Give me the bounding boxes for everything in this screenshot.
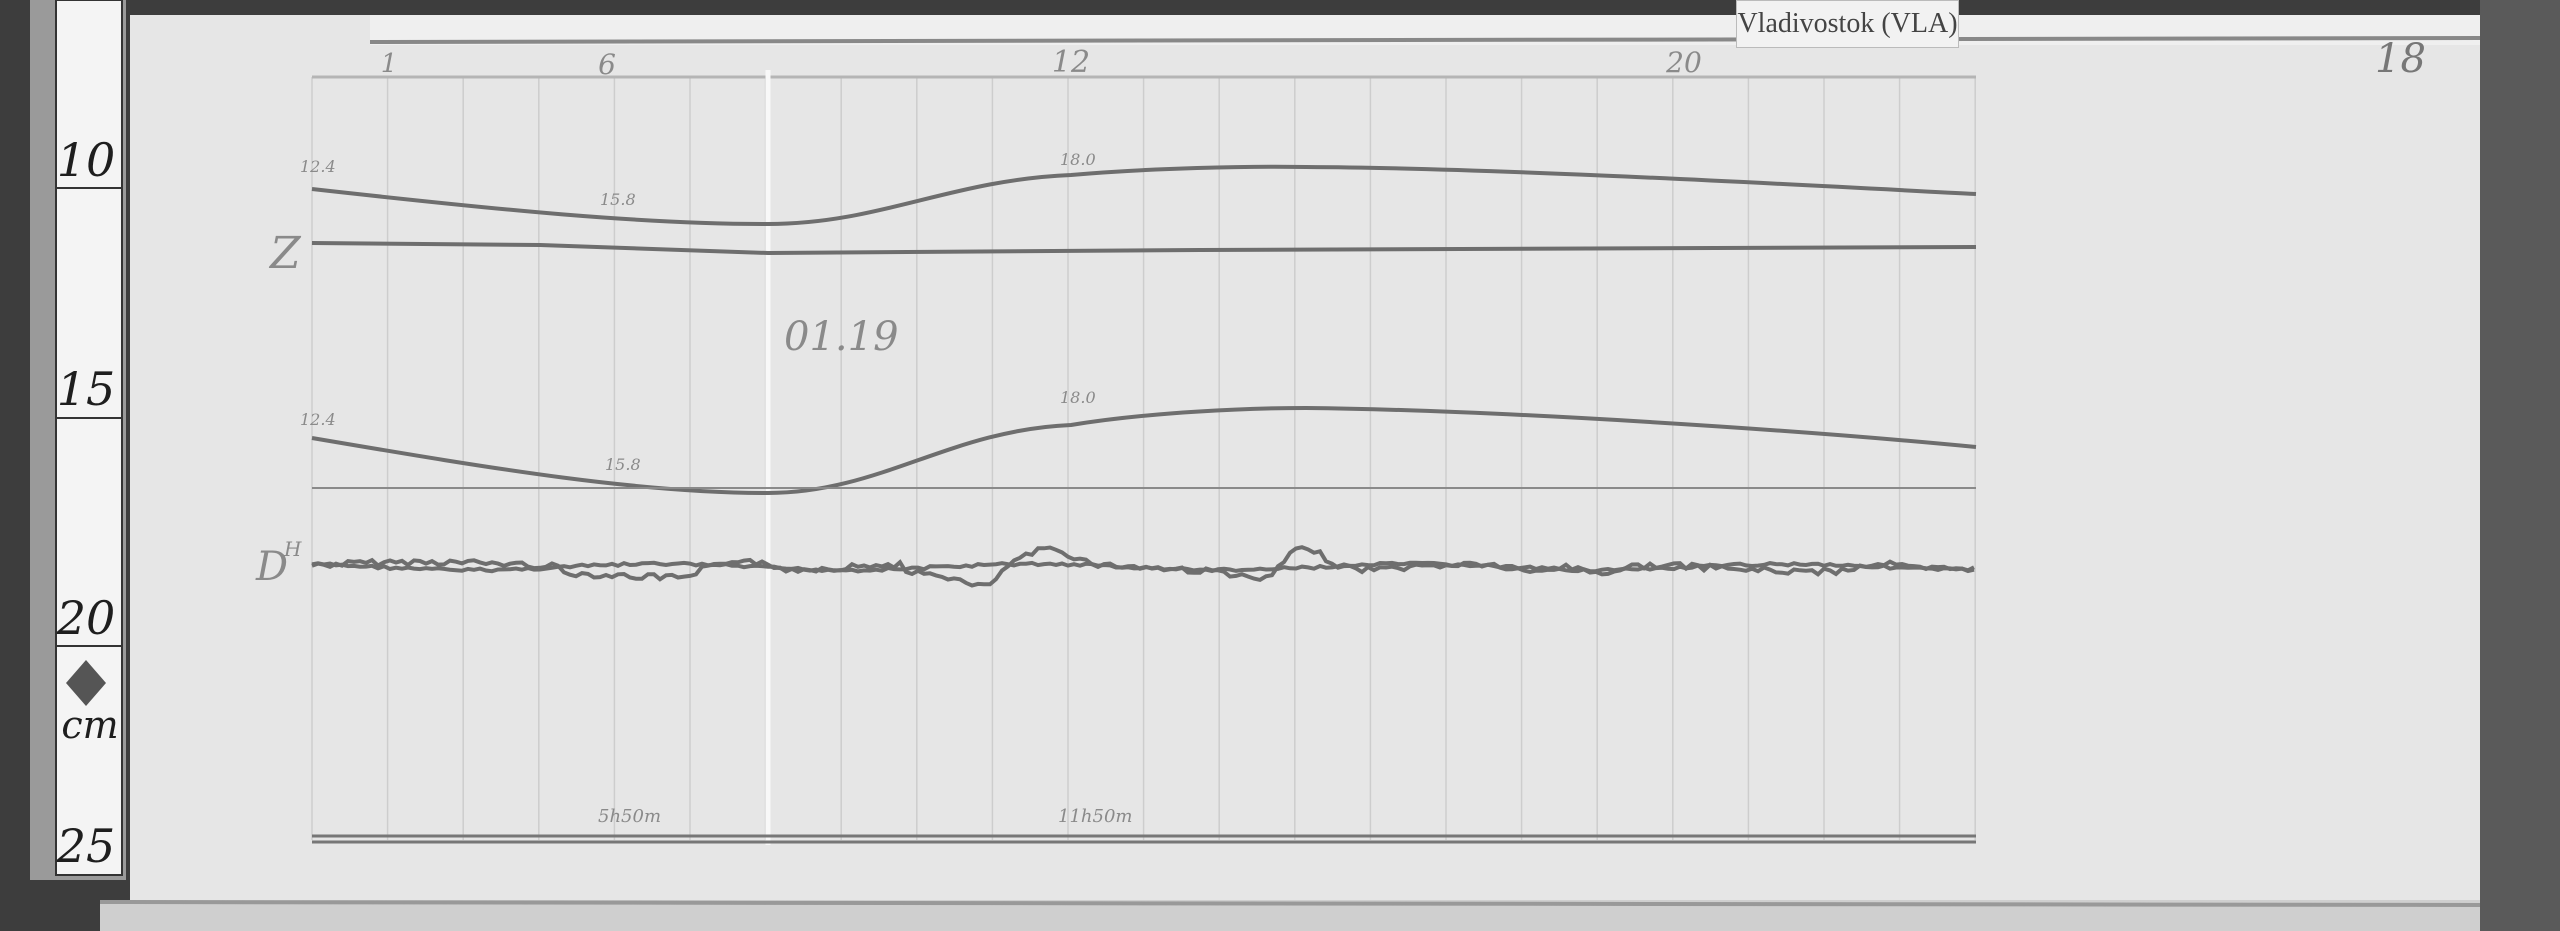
hour-label-6: 6: [598, 48, 616, 81]
station-label: Vladivostok (VLA): [1736, 0, 1959, 48]
value-label-a: 12.4: [300, 157, 336, 176]
trace-d: [311, 545, 1975, 588]
ruler: [55, 0, 123, 876]
value-label-c2: 18.0: [1060, 388, 1096, 407]
time-mark-label-a: 5h50m: [598, 806, 661, 827]
sheet-number: 18: [2375, 36, 2426, 82]
h-superscript: H: [283, 537, 302, 561]
value-label-b: 15.8: [600, 190, 636, 209]
value-label-c: 18.0: [1060, 150, 1096, 169]
ruler-ticks: [56, 187, 122, 876]
trace-lower: [311, 405, 1977, 496]
ruler-mark-15: 15: [57, 362, 116, 416]
ruler-unit: cm: [61, 703, 118, 747]
value-label-b2: 15.8: [605, 455, 641, 474]
ruler-mark-25: 25: [56, 819, 116, 873]
trace-h-upper: [311, 164, 1977, 227]
right-edge: [2480, 0, 2560, 931]
bottom-strip-edge: [99, 900, 2481, 907]
date-annotation: 01.19: [784, 314, 899, 360]
ruler-mark-20: 20: [56, 591, 116, 645]
d-label: D: [255, 544, 288, 590]
hour-label-12: 12: [1052, 45, 1090, 80]
diamond-logo-icon: [66, 660, 106, 706]
z-label: Z: [268, 228, 302, 279]
ruler-mark-10: 10: [57, 133, 116, 187]
hour-label-1: 1: [381, 49, 398, 79]
time-mark-label-b: 11h50m: [1058, 806, 1132, 827]
top-strip-edge: [369, 36, 2481, 44]
paper-sheet: [130, 15, 2480, 900]
value-label-a2: 12.4: [300, 410, 336, 429]
hour-label-20: 20: [1665, 46, 1702, 79]
trace-z: [311, 241, 1977, 256]
